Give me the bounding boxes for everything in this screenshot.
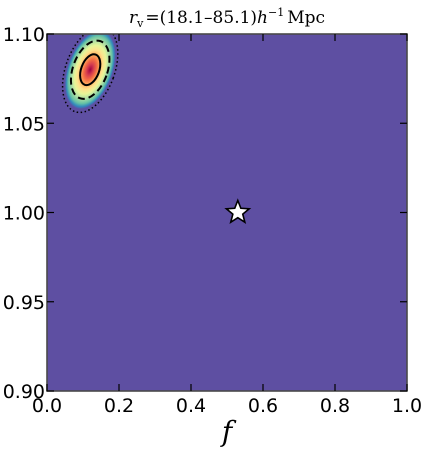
- x-axis-label: f: [220, 415, 237, 448]
- y-tick-label: 0.95: [3, 292, 45, 314]
- contour-2-sigma: [69, 39, 111, 100]
- x-tick-label: 0.8: [320, 395, 350, 417]
- title-equals: =: [145, 8, 159, 28]
- x-tick-label: 0.0: [32, 395, 62, 417]
- plot-area: [47, 34, 407, 391]
- y-tick-label: 0.90: [3, 381, 45, 403]
- y-tick-label: 1.05: [3, 113, 45, 135]
- title-h: h: [257, 8, 268, 28]
- density-layer: [64, 34, 116, 110]
- x-tick-label: 0.2: [104, 395, 134, 417]
- y-tick-label: 1.00: [3, 203, 45, 225]
- x-tick-label: 0.4: [176, 395, 206, 417]
- chart-title: rv =(18.1–85.1)h−1 Mpc: [129, 6, 325, 30]
- contour-3-sigma: [61, 34, 119, 114]
- tick-layer: 0.0 0.2 0.4 0.6 0.8 1.0 0.90 0.95 1.00 1.05 1.10: [3, 24, 422, 417]
- title-range: (18.1–85.1): [160, 8, 257, 28]
- title-symbol: r: [129, 8, 138, 28]
- y-tick-label: 1.10: [3, 24, 45, 46]
- density-peak: [64, 34, 116, 110]
- contour-layer: [61, 34, 119, 114]
- title-subscript: v: [136, 17, 144, 30]
- x-tick-label: 1.0: [392, 395, 422, 417]
- x-tick-label: 0.6: [248, 395, 278, 417]
- title-exponent: −1: [268, 6, 284, 19]
- contour-1-sigma: [79, 53, 102, 87]
- title-unit: Mpc: [287, 8, 325, 28]
- marker-layer: [224, 198, 252, 224]
- star-marker: [224, 198, 252, 224]
